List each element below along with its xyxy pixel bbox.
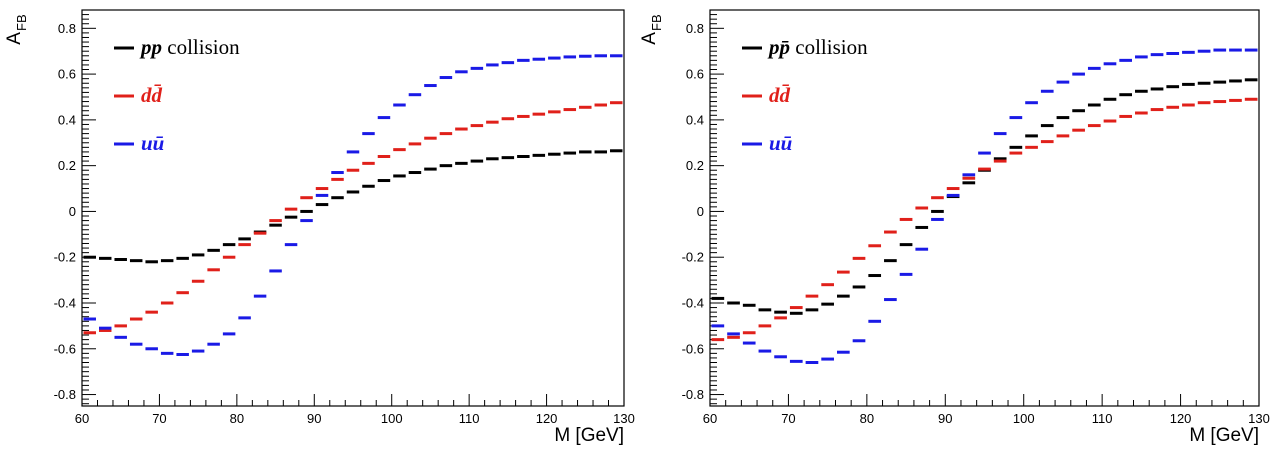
x-tick-label: 130 [1248,411,1270,426]
y-tick-label: -0.4 [682,295,704,310]
x-tick-label: 90 [938,411,952,426]
legend-label: uū [141,131,164,155]
y-tick-label: 0.2 [686,158,704,173]
series-uubar [711,48,1258,365]
x-tick-label: 100 [1013,411,1035,426]
series-ddbar [711,97,1258,342]
x-tick-label: 110 [459,411,480,426]
panel-pp-collision: 60 70 80 90 100 110 120 130 -0.8 -0.6 -0.4 -0.2 0 0.2… [4,9,635,446]
y-tick-label: 0.8 [58,21,76,36]
y-axis-title-main: A [639,32,660,45]
y-tick-label: 0.4 [686,112,704,127]
x-tick-label: 120 [1170,411,1192,426]
y-tick-label: -0.2 [682,250,704,265]
y-tick-label: -0.8 [54,387,76,402]
series-hadron-collision [83,149,623,264]
x-tick-label: 130 [613,411,635,426]
y-tick-label: 0.6 [686,67,704,82]
plot-frame [81,9,625,407]
x-tick-label: 60 [703,411,717,426]
y-axis-title-sub: FB [649,14,664,31]
x-tick-label: 120 [536,411,558,426]
legend-label-word: collision [162,35,240,59]
legend-label-symbol: dd̄ [769,83,791,107]
x-tick-label: 80 [230,411,244,426]
y-axis-title-main: A [4,32,25,45]
y-axis-title: AFB [4,14,29,44]
legend-label: dd̄ [769,83,791,107]
x-axis-title: M [GeV] [554,425,624,446]
y-tick-label: 0 [69,204,76,219]
legend-ddbar: dd̄ [114,83,163,107]
y-tick-label: 0.8 [686,21,704,36]
x-tick-label: 70 [781,411,795,426]
legend-ppbar-collision: pp̄ collision [742,35,868,59]
y-tick-label: -0.8 [682,387,704,402]
y-tick-label: -0.6 [54,341,76,356]
x-tick-label: 90 [307,411,321,426]
x-tick-label: 100 [381,411,403,426]
legend-ddbar: dd̄ [742,83,791,107]
y-axis-title: AFB [639,14,664,44]
legend-label-symbol: uū [141,131,164,155]
x-tick-label: 60 [75,411,89,426]
legend-label: dd̄ [141,83,163,107]
legend-label-word: collision [790,35,868,59]
series-hadron-collision [711,78,1258,315]
x-tick-label: 70 [152,411,166,426]
legend-label-symbol: pp̄ [767,35,790,59]
series-ddbar [83,101,623,335]
legend-uubar: uū [742,131,792,155]
y-tick-label: 0.4 [58,112,76,127]
y-tick-label: 0.2 [58,158,76,173]
legend-label-symbol: uū [769,131,792,155]
legend-label-symbol: dd̄ [141,83,163,107]
y-tick-label: 0 [697,204,704,219]
legend-label: pp collision [139,35,240,59]
legend-label: pp̄ collision [767,35,868,59]
legend-label-symbol: pp [139,35,162,59]
y-tick-label: -0.4 [54,295,76,310]
y-tick-label: 0.6 [58,67,76,82]
x-tick-label: 110 [1092,411,1113,426]
x-tick-label: 80 [860,411,874,426]
x-axis-title: M [GeV] [1189,425,1259,446]
panel-ppbar-collision: 60 70 80 90 100 110 120 130 -0.8 -0.6 -0.4 -0.2 0 0.2… [639,9,1270,446]
plot-frame [709,9,1260,407]
legend-label: uū [769,131,792,155]
legend-pp-collision: pp collision [114,35,240,59]
y-axis-title-sub: FB [14,14,29,31]
series-uubar [83,54,623,356]
legend-uubar: uū [114,131,164,155]
y-tick-label: -0.2 [54,250,76,265]
y-tick-label: -0.6 [682,341,704,356]
